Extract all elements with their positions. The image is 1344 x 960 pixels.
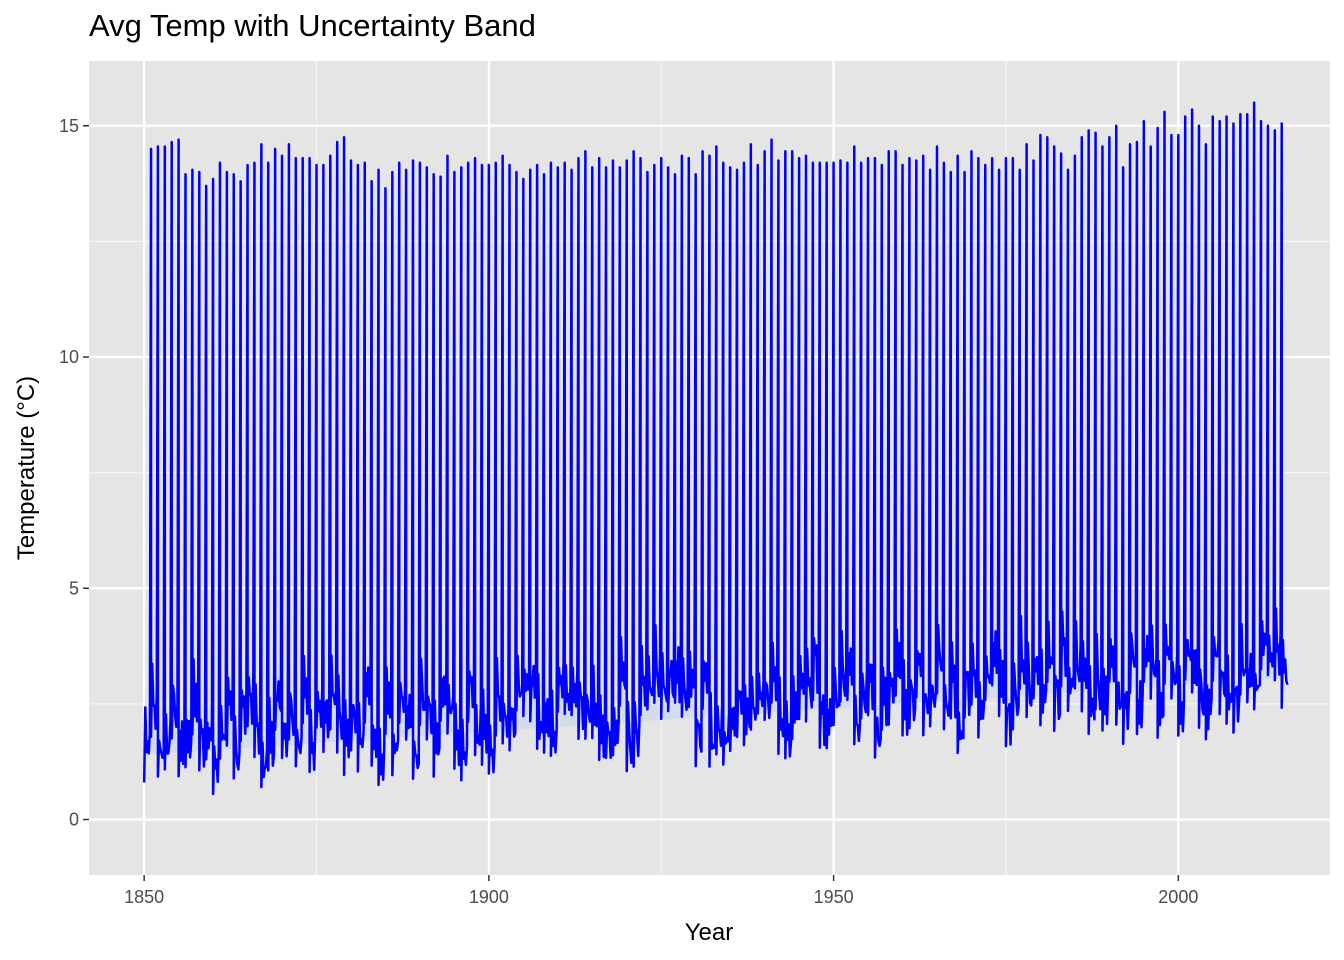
series-line [142,101,1289,796]
x-tick-label: 1950 [814,887,854,907]
y-axis: 0 5 10 15 [59,116,89,830]
x-axis: 1850 1900 1950 2000 [124,875,1198,907]
y-tick-label: 5 [69,578,79,598]
chart-title: Avg Temp with Uncertainty Band [89,8,536,43]
x-tick-label: 2000 [1158,887,1198,907]
x-tick-label: 1900 [469,887,509,907]
x-axis-title: Year [685,919,734,946]
y-tick-label: 15 [59,116,79,136]
y-tick-label: 0 [69,810,79,830]
y-tick-label: 10 [59,347,79,367]
y-axis-title: Temperature (°C) [13,376,40,560]
x-tick-label: 1850 [124,887,164,907]
